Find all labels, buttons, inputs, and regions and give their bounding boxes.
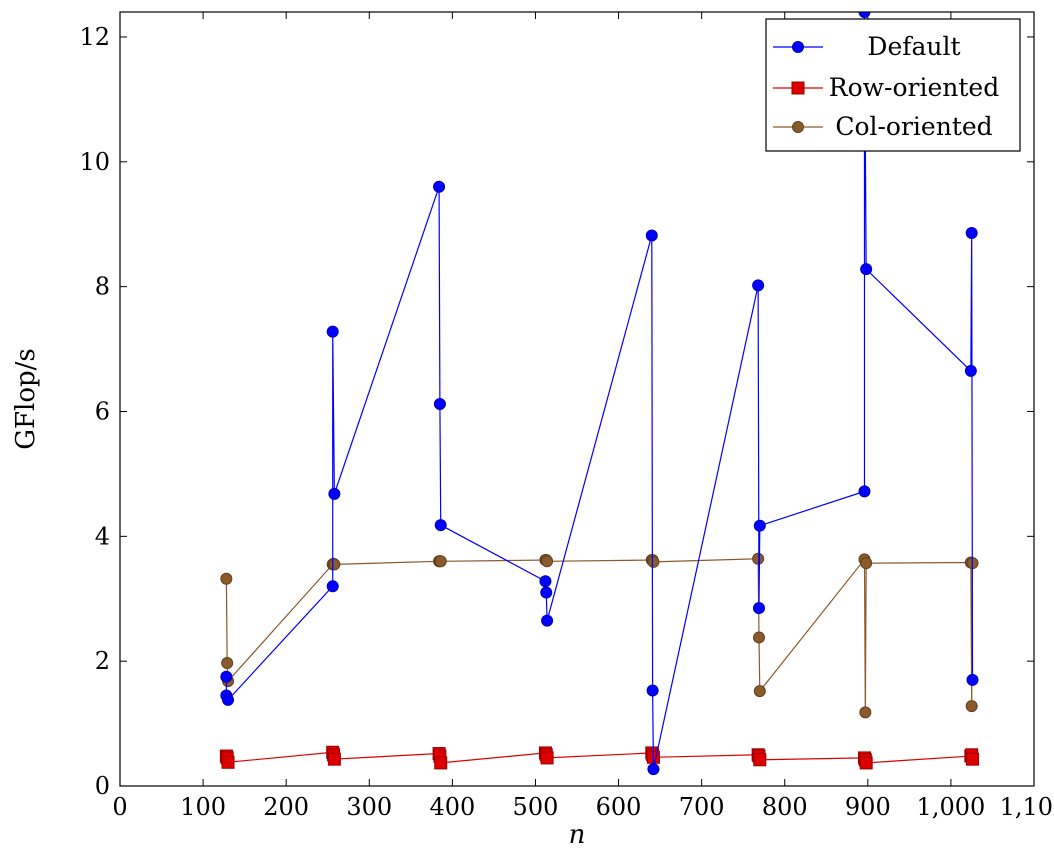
data-point — [222, 693, 235, 706]
legend-label: Row-oriented — [829, 73, 999, 102]
y-tick-label: 4 — [95, 522, 110, 550]
data-point — [328, 487, 341, 500]
x-tick-label: 700 — [679, 793, 725, 821]
data-point — [646, 684, 659, 697]
x-tick-label: 900 — [845, 793, 891, 821]
data-point — [858, 485, 871, 498]
x-tick-label: 300 — [346, 793, 392, 821]
series-line — [225, 557, 974, 713]
data-point — [752, 602, 765, 615]
data-point — [965, 226, 978, 239]
legend-label: Default — [867, 32, 960, 61]
legend-label: Col-oriented — [835, 112, 992, 141]
legend-swatch-marker — [792, 121, 804, 133]
data-point — [752, 631, 765, 644]
x-tick-label: 200 — [263, 793, 309, 821]
tick-labels: 0 100 200 300 400 500 600 700 800 900 1,000 1,100 0 2… — [79, 23, 1054, 821]
data-point — [752, 552, 765, 565]
data-point — [220, 572, 233, 585]
data-point — [966, 752, 980, 766]
y-tick-label: 6 — [95, 397, 110, 425]
data-point — [434, 555, 447, 568]
data-point — [752, 279, 765, 292]
legend-swatch-marker — [791, 81, 805, 95]
data-point — [221, 657, 234, 670]
legend-entry: Col-oriented — [773, 112, 993, 141]
data-point — [753, 519, 766, 532]
data-point — [541, 555, 554, 568]
data-point — [645, 229, 658, 242]
data-point — [859, 756, 873, 770]
data-point — [753, 753, 767, 767]
data-point — [965, 700, 978, 713]
data-point — [753, 685, 766, 698]
data-point — [541, 614, 554, 627]
data-point — [540, 586, 553, 599]
data-point — [647, 555, 660, 568]
data-point — [539, 575, 552, 588]
legend-entry: Row-oriented — [773, 73, 999, 102]
y-tick-label: 0 — [95, 772, 110, 800]
data-point — [433, 397, 446, 410]
y-tick-label: 10 — [79, 148, 110, 176]
data-point — [326, 325, 339, 338]
y-tick-label: 8 — [95, 273, 110, 301]
y-axis-label: GFlop/s — [11, 348, 41, 450]
x-axis-label: n — [569, 820, 586, 850]
legend: Default Row-oriented Col-oriented — [765, 18, 1021, 152]
data-point — [860, 263, 873, 276]
data-point — [327, 752, 341, 766]
data-point — [328, 558, 341, 571]
data-point — [540, 751, 554, 765]
data-point — [433, 180, 446, 193]
x-tick-label: 100 — [180, 793, 226, 821]
data-point — [964, 364, 977, 377]
data-point — [647, 763, 660, 776]
series-default — [220, 12, 979, 776]
data-point — [326, 580, 339, 593]
x-tick-label: 1,000 — [917, 793, 986, 821]
series-row-oriented — [219, 745, 980, 770]
data-point — [859, 706, 872, 719]
data-point — [434, 519, 447, 532]
legend-entry: Default — [773, 32, 961, 61]
data-point — [221, 755, 235, 769]
x-tick-label: 400 — [429, 793, 475, 821]
series-layer — [219, 12, 980, 776]
data-point — [860, 557, 873, 570]
x-tick-label: 800 — [762, 793, 808, 821]
data-point — [434, 756, 448, 770]
x-tick-label: 600 — [596, 793, 642, 821]
x-tick-label: 1,100 — [1000, 793, 1054, 821]
y-tick-label: 12 — [79, 23, 110, 51]
plot-frame — [119, 11, 1035, 787]
legend-box — [765, 18, 1021, 152]
series-col-oriented — [220, 552, 979, 719]
legend-swatch-marker — [792, 41, 804, 53]
x-tick-label: 0 — [112, 793, 127, 821]
y-tick-label: 2 — [95, 647, 110, 675]
x-tick-label: 500 — [513, 793, 559, 821]
data-point — [220, 670, 233, 683]
data-point — [966, 673, 979, 686]
data-point — [858, 12, 871, 18]
